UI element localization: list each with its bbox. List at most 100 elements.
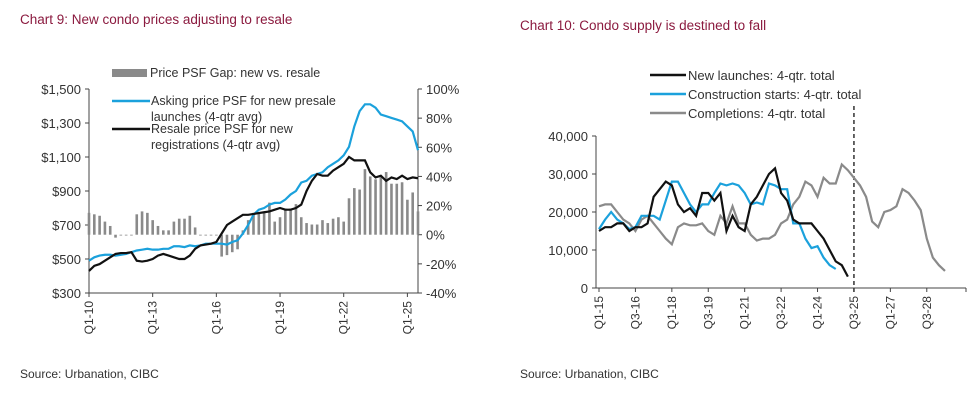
chart10-title: Chart 10: Condo supply is destined to fa… (520, 18, 767, 33)
chart9-left-tick-label: $900 (52, 184, 81, 199)
chart9-x-tick-label: Q1-10 (82, 301, 96, 335)
chart9-left-tick-label: $500 (52, 252, 81, 267)
chart9-gap-bar (374, 179, 377, 235)
chart9-gap-bar (337, 217, 340, 235)
chart10-x-tick-label: Q1-18 (665, 296, 679, 330)
chart10-legend-label: New launches: 4-qtr. total (688, 68, 835, 83)
chart10-legend-label: Completions: 4-qtr. total (688, 106, 825, 121)
chart9-gap-bar (177, 218, 181, 235)
chart9-gap-bar (146, 212, 149, 235)
chart9-gap-bar (411, 192, 414, 235)
chart9-right-tick-label: -40% (426, 286, 457, 301)
chart9-gap-bar (119, 234, 123, 236)
chart10-x-tick-label: Q3-25 (847, 296, 861, 330)
chart9-gap-bar (172, 221, 176, 235)
chart9-legend-label: Price PSF Gap: new vs. resale (150, 66, 320, 80)
chart10-legend-label: Construction starts: 4-qtr. total (688, 87, 862, 102)
chart9-gap-bar (395, 183, 399, 235)
chart9-gap-bar (384, 172, 388, 235)
chart9-x-tick-label: Q1-13 (146, 301, 160, 335)
chart9-right-tick-label: 40% (426, 169, 452, 184)
chart9-gap-bar (310, 224, 314, 235)
chart10-x-tick-label: Q1-24 (811, 296, 825, 330)
chart9-gap-bar (161, 230, 165, 235)
chart9-gap-bar (199, 234, 202, 236)
chart9-gap-bar (368, 176, 372, 235)
chart9-gap-bar (156, 225, 160, 235)
chart9-legend-label: Asking price PSF for new presale (151, 94, 336, 108)
chart9-gap-bar (363, 169, 367, 235)
chart9-gap-bar (246, 220, 250, 235)
chart9-gap-bar (353, 188, 356, 235)
chart9-x-tick-label: Q1-22 (337, 301, 351, 335)
chart9-gap-bar (400, 182, 404, 235)
chart10-y-tick-label: 20,000 (548, 205, 588, 220)
chart9-gap-bar (114, 234, 117, 238)
chart10-y-tick-label: 40,000 (548, 129, 588, 144)
chart9-left-tick-label: $1,300 (41, 116, 81, 131)
chart10-x-tick-label: Q1-15 (592, 296, 606, 330)
chart9-gap-bar (215, 234, 218, 236)
chart9-gap-bar (299, 217, 303, 235)
chart9-gap-bar (342, 221, 346, 235)
chart10-x-tick-label: Q3-28 (920, 296, 934, 330)
chart9-gap-bar (209, 234, 213, 236)
chart10-source: Source: Urbanation, CIBC (520, 367, 659, 381)
chart9-gap-bar (262, 212, 266, 235)
chart9-x-tick-label: Q1-19 (273, 301, 287, 335)
chart9-gap-bar (278, 217, 282, 235)
chart9-gap-bar (289, 208, 292, 235)
chart9-gap-bar (347, 198, 351, 235)
chart9-gap-bar (124, 234, 128, 236)
chart9-right-tick-label: 0% (426, 228, 445, 243)
chart9-gap-bar (294, 204, 298, 235)
chart9-gap-bar (379, 176, 383, 235)
chart9-right-tick-label: -20% (426, 257, 457, 272)
chart9-right-tick-label: 20% (426, 199, 452, 214)
chart10-x-tick-label: Q1-21 (738, 296, 752, 330)
chart9-gap-bar (321, 220, 324, 235)
chart9-legend-label: registrations (4-qtr avg) (151, 138, 280, 152)
chart9-gap-bar (130, 234, 133, 236)
chart10-y-tick-label: 30,000 (548, 167, 588, 182)
chart9-gap-bar (183, 218, 186, 235)
chart9-gap-bar (135, 214, 139, 235)
chart10-starts-line (598, 180, 837, 270)
chart9-gap-bar (220, 234, 223, 257)
chart9-gap-bar (257, 212, 261, 235)
chart9-gap-bar (284, 208, 287, 235)
chart9-right-tick-label: 60% (426, 140, 452, 155)
chart9-gap-bar (151, 220, 154, 235)
chart10-x-tick-label: Q3-16 (628, 296, 642, 330)
chart9-left-tick-label: $1,100 (41, 150, 81, 165)
chart9-source: Source: Urbanation, CIBC (20, 367, 159, 381)
chart9-gap-bar (358, 189, 361, 235)
chart9-gap-bar (390, 183, 393, 235)
chart9-left-tick-label: $1,500 (41, 82, 81, 97)
chart9-gap-bar (326, 223, 330, 235)
chart9-gap-bar (93, 214, 96, 235)
chart9-gap-bar (406, 199, 409, 235)
chart9-resale-line (88, 155, 419, 272)
chart10-y-tick-label: 0 (581, 281, 588, 296)
chart9-gap-bar (87, 212, 91, 235)
chart9-right-tick-label: 80% (426, 111, 452, 126)
chart9-gap-bar (273, 221, 277, 235)
chart9-gap-bar (416, 211, 420, 235)
chart9-gap-bar (188, 215, 192, 235)
chart9-gap-bar (305, 223, 308, 235)
chart9-legend-label: launches (4-qtr avg) (151, 110, 262, 124)
chart9-gap-bar (315, 224, 319, 235)
chart9-gap-bar (140, 211, 144, 235)
chart9-legend-label: Resale price PSF for new (151, 122, 294, 136)
chart9-gap-bar (167, 230, 170, 235)
chart9-gap-bar (331, 218, 335, 235)
chart9-x-tick-label: Q1-25 (400, 301, 414, 335)
chart9-gap-bar (103, 221, 107, 235)
chart10-y-tick-label: 10,000 (548, 243, 588, 258)
chart9-x-tick-label: Q1-16 (209, 301, 223, 335)
chart9-gap-bar (193, 227, 197, 235)
chart10-launches-line (598, 166, 849, 278)
chart9-title: Chart 9: New condo prices adjusting to r… (20, 12, 293, 27)
